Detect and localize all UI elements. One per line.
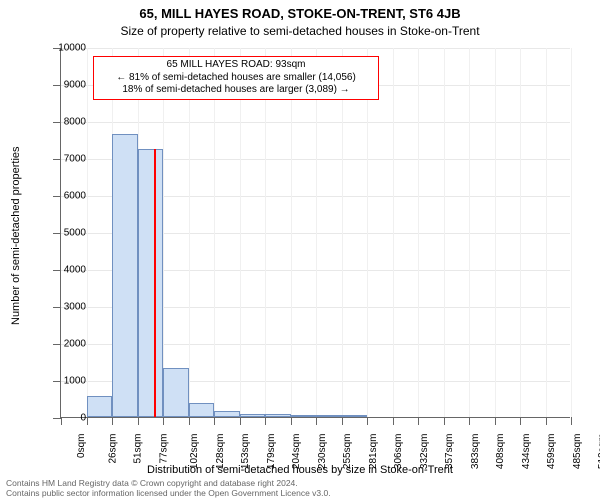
y-axis-label: Number of semi-detached properties xyxy=(10,146,22,325)
x-tick-label: 153sqm xyxy=(240,434,251,470)
histogram-bar xyxy=(265,414,291,417)
grid-line xyxy=(520,48,521,417)
y-tick-label: 2000 xyxy=(42,339,86,350)
histogram-bar xyxy=(87,396,112,417)
footer-attribution: Contains HM Land Registry data © Crown c… xyxy=(6,479,331,498)
histogram-bar xyxy=(291,415,316,417)
x-tick xyxy=(214,417,215,425)
grid-line xyxy=(265,48,266,417)
x-tick xyxy=(87,417,88,425)
histogram-bar xyxy=(112,134,138,417)
x-tick-label: 332sqm xyxy=(419,434,430,470)
chart-plot-area: 65 MILL HAYES ROAD: 93sqm← 81% of semi-d… xyxy=(60,48,570,418)
x-tick-label: 306sqm xyxy=(393,434,404,470)
x-tick xyxy=(520,417,521,425)
y-tick-label: 5000 xyxy=(42,228,86,239)
grid-line xyxy=(342,48,343,417)
grid-line xyxy=(316,48,317,417)
x-tick-label: 128sqm xyxy=(215,434,226,470)
x-tick xyxy=(546,417,547,425)
x-tick-label: 255sqm xyxy=(342,434,353,470)
chart-container: 65, MILL HAYES ROAD, STOKE-ON-TRENT, ST6… xyxy=(0,0,600,500)
y-tick-label: 8000 xyxy=(42,117,86,128)
x-tick-label: 204sqm xyxy=(291,434,302,470)
x-tick xyxy=(138,417,139,425)
x-tick xyxy=(265,417,266,425)
histogram-bar xyxy=(163,368,189,417)
x-tick-label: 357sqm xyxy=(444,434,455,470)
histogram-bar xyxy=(342,415,367,417)
annotation-line-2: ← 81% of semi-detached houses are smalle… xyxy=(98,72,374,85)
grid-line xyxy=(469,48,470,417)
histogram-bar xyxy=(214,411,240,417)
x-tick-label: 459sqm xyxy=(546,434,557,470)
x-tick xyxy=(418,417,419,425)
grid-line xyxy=(189,48,190,417)
x-tick xyxy=(291,417,292,425)
x-tick xyxy=(495,417,496,425)
x-tick xyxy=(189,417,190,425)
x-tick xyxy=(444,417,445,425)
x-tick-label: 102sqm xyxy=(189,434,200,470)
x-tick xyxy=(367,417,368,425)
x-tick-label: 383sqm xyxy=(470,434,481,470)
y-tick-label: 7000 xyxy=(42,154,86,165)
grid-line xyxy=(214,48,215,417)
x-tick xyxy=(112,417,113,425)
y-tick-label: 9000 xyxy=(42,80,86,91)
histogram-bar xyxy=(138,149,163,417)
y-tick-label: 1000 xyxy=(42,376,86,387)
y-tick-label: 10000 xyxy=(42,43,86,54)
y-tick-label: 4000 xyxy=(42,265,86,276)
grid-line xyxy=(163,48,164,417)
x-tick-label: 51sqm xyxy=(133,434,144,464)
grid-line xyxy=(418,48,419,417)
grid-line xyxy=(393,48,394,417)
x-tick-label: 434sqm xyxy=(521,434,532,470)
x-tick xyxy=(163,417,164,425)
x-tick xyxy=(342,417,343,425)
x-tick xyxy=(469,417,470,425)
annotation-box: 65 MILL HAYES ROAD: 93sqm← 81% of semi-d… xyxy=(93,56,379,100)
x-tick-label: 281sqm xyxy=(368,434,379,470)
x-tick-label: 485sqm xyxy=(572,434,583,470)
histogram-bar xyxy=(189,403,214,417)
x-tick-label: 0sqm xyxy=(76,434,87,458)
y-tick-label: 6000 xyxy=(42,191,86,202)
grid-line xyxy=(367,48,368,417)
x-tick xyxy=(316,417,317,425)
grid-line xyxy=(546,48,547,417)
annotation-line-3: 18% of semi-detached houses are larger (… xyxy=(98,84,374,97)
x-tick xyxy=(240,417,241,425)
y-tick-label: 3000 xyxy=(42,302,86,313)
grid-line xyxy=(87,48,88,417)
x-tick xyxy=(393,417,394,425)
grid-line xyxy=(240,48,241,417)
grid-line xyxy=(444,48,445,417)
annotation-line-1: 65 MILL HAYES ROAD: 93sqm xyxy=(98,59,374,72)
grid-line xyxy=(291,48,292,417)
x-tick-label: 230sqm xyxy=(317,434,328,470)
histogram-bar xyxy=(240,414,265,417)
x-tick-label: 408sqm xyxy=(495,434,506,470)
x-tick-label: 179sqm xyxy=(266,434,277,470)
y-tick-label: 0 xyxy=(42,413,86,424)
property-marker-line xyxy=(154,149,156,417)
histogram-bar xyxy=(316,415,342,417)
x-tick xyxy=(571,417,572,425)
grid-line xyxy=(495,48,496,417)
x-tick-label: 77sqm xyxy=(159,434,170,464)
chart-title-sub: Size of property relative to semi-detach… xyxy=(0,24,600,38)
x-tick-label: 26sqm xyxy=(108,434,119,464)
grid-line xyxy=(571,48,572,417)
chart-title-main: 65, MILL HAYES ROAD, STOKE-ON-TRENT, ST6… xyxy=(0,6,600,21)
footer-line-2: Contains public sector information licen… xyxy=(6,489,331,498)
